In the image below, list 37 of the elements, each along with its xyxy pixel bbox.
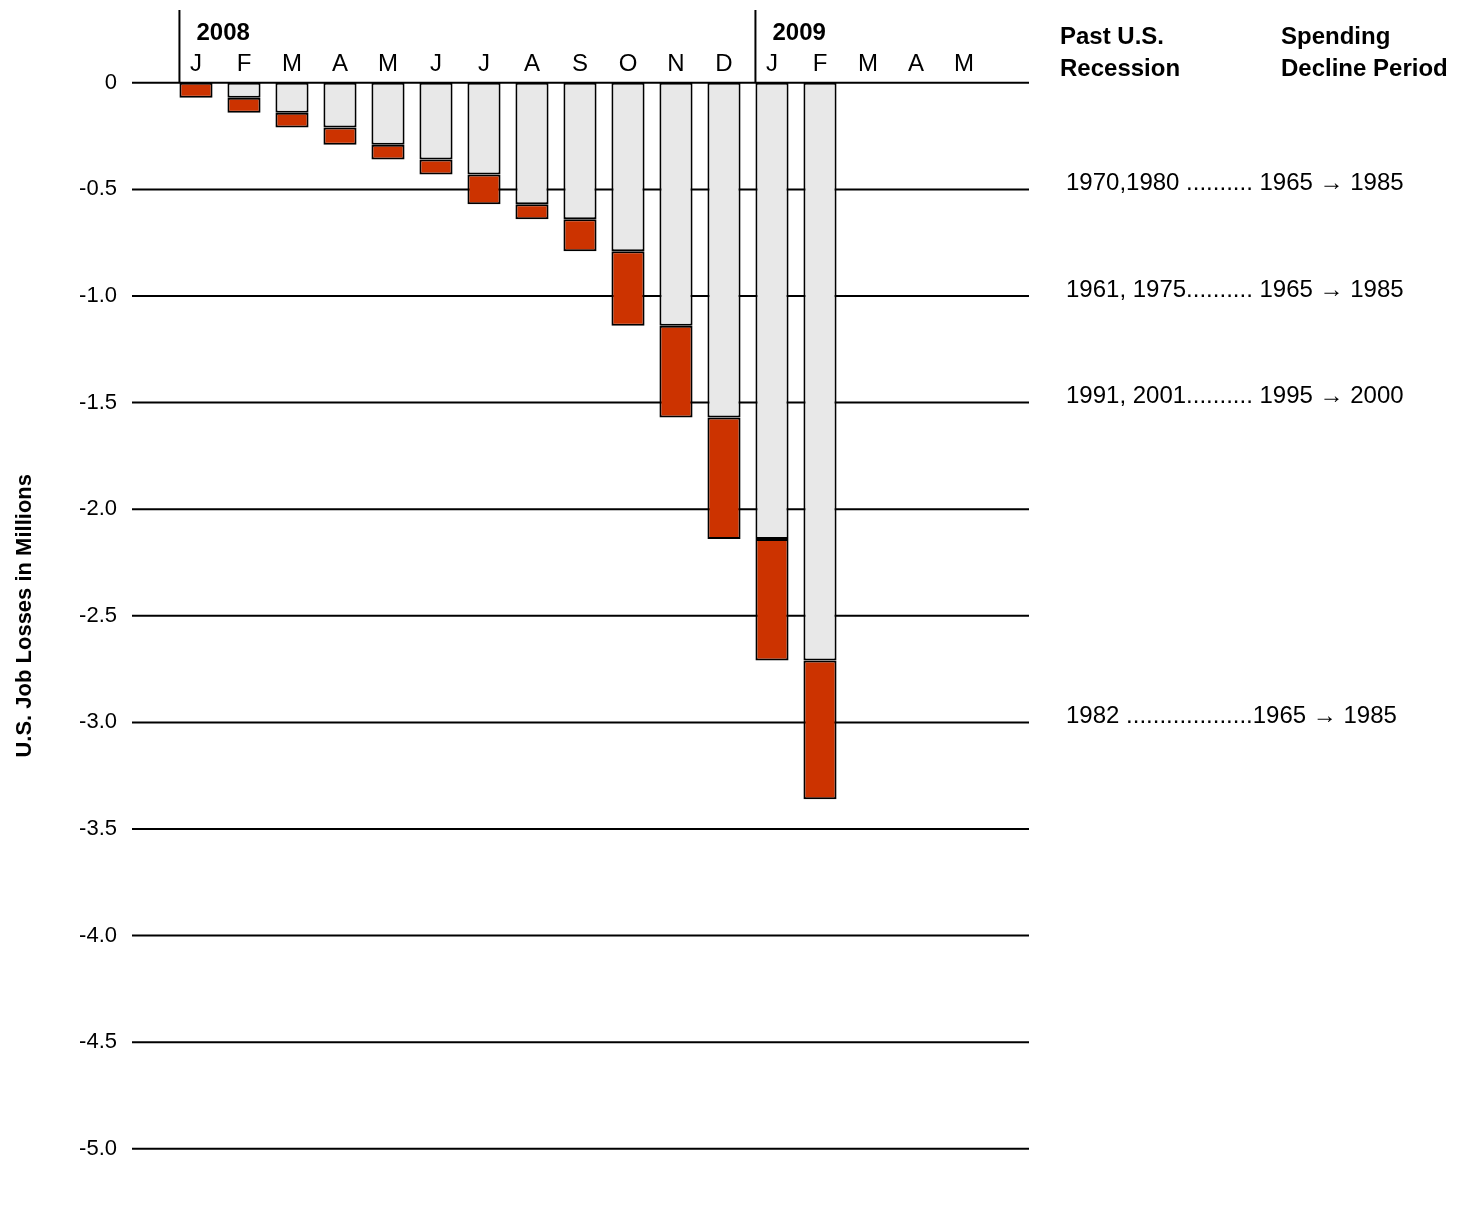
y-tick-label: -4.0 <box>79 921 117 947</box>
text: 1970,1980 .......... 1965 → 1985 <box>1066 168 1404 196</box>
text: Past U.S. Recession <box>1060 21 1181 81</box>
text: 1991, 2001.......... 1995 → 2000 <box>1066 381 1404 409</box>
x-tick-label: J <box>430 49 442 77</box>
x-tick-label: O <box>618 49 638 77</box>
x-tick-label: M <box>282 49 302 77</box>
x-tick-label: A <box>523 49 541 77</box>
x-tick-label: A <box>907 49 925 77</box>
text: 1961, 1975.......... 1965 → 1985 <box>1066 274 1404 302</box>
y-tick-label: -3.0 <box>79 708 117 734</box>
x-tick-label: M <box>954 49 974 77</box>
y-tick-label: -5.0 <box>79 1134 117 1160</box>
y-tick-label: -1.5 <box>79 388 117 414</box>
x-tick-label: A <box>331 49 349 77</box>
y-axis-title: U.S. Job Losses in Millions <box>11 474 37 758</box>
y-tick-label: 0 <box>104 68 117 94</box>
y-tick-label: -4.5 <box>79 1028 117 1054</box>
x-tick-label: J <box>766 49 778 77</box>
x-tick-label: D <box>715 49 733 77</box>
y-tick-label: -0.5 <box>79 175 117 201</box>
x-tick-label: M <box>858 49 878 77</box>
x-tick-label: S <box>571 49 589 77</box>
x-tick-label: J <box>478 49 490 77</box>
text: 2009 <box>772 17 826 45</box>
text: Spending Decline Period <box>1281 21 1448 81</box>
x-tick-label: N <box>667 49 685 77</box>
x-tick-label: F <box>812 49 828 77</box>
y-tick-label: -3.5 <box>79 815 117 841</box>
text: 2008 <box>196 17 250 45</box>
y-tick-label: -2.0 <box>79 495 117 521</box>
y-tick-label: -1.0 <box>79 282 117 308</box>
x-tick-label: M <box>378 49 398 77</box>
y-tick-label: -2.5 <box>79 601 117 627</box>
text: 1982 ...................1965 → 1985 <box>1066 701 1397 729</box>
x-tick-label: F <box>236 49 252 77</box>
x-tick-label: J <box>190 49 202 77</box>
